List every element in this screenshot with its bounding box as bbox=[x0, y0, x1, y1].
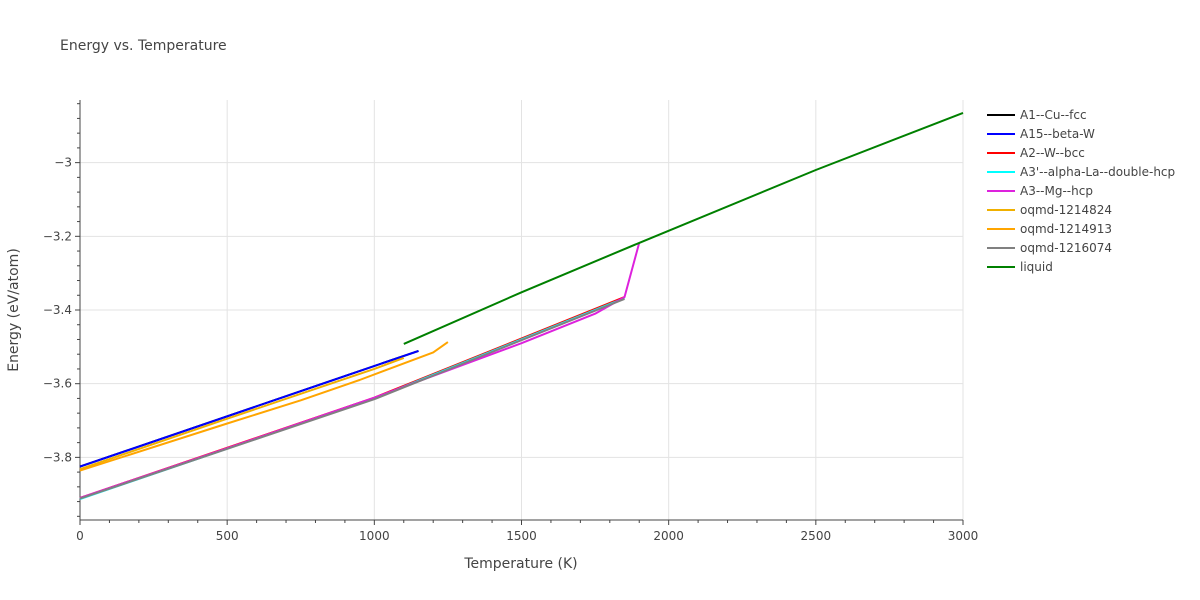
legend-label: A15--beta-W bbox=[1020, 127, 1095, 141]
grid-lines bbox=[80, 100, 964, 520]
legend-item[interactable]: oqmd-1214913 bbox=[987, 222, 1112, 236]
x-tick-labels: 0 500 1000 1500 2000 2500 3000 bbox=[76, 529, 978, 543]
axes bbox=[75, 100, 964, 525]
legend-label: oqmd-1214913 bbox=[1020, 222, 1112, 236]
x-tick-label: 1000 bbox=[359, 529, 390, 543]
y-tick-label: −3.4 bbox=[43, 303, 72, 317]
y-tick-label: −3 bbox=[54, 156, 72, 170]
legend-item[interactable]: A1--Cu--fcc bbox=[987, 108, 1087, 122]
y-tick-label: −3.2 bbox=[43, 229, 72, 243]
series-line-a3-alpha-la-double-hcp bbox=[79, 297, 625, 500]
legend-label: A3'--alpha-La--double-hcp bbox=[1020, 165, 1175, 179]
legend-item[interactable]: oqmd-1216074 bbox=[987, 241, 1112, 255]
legend-item[interactable]: A15--beta-W bbox=[987, 127, 1095, 141]
legend-item[interactable]: A2--W--bcc bbox=[987, 146, 1085, 160]
series-line-oqmd-1214824 bbox=[79, 356, 405, 471]
x-tick-label: 3000 bbox=[948, 529, 979, 543]
series-line-liquid bbox=[403, 111, 964, 345]
x-tick-label: 1500 bbox=[506, 529, 537, 543]
series-line-a15-beta-w bbox=[79, 349, 419, 468]
x-axis-title: Temperature (K) bbox=[463, 556, 577, 572]
y-tick-label: −3.6 bbox=[43, 377, 72, 391]
chart-title: Energy vs. Temperature bbox=[60, 38, 227, 54]
y-tick-labels: −3.8 −3.6 −3.4 −3.2 −3 bbox=[43, 156, 72, 465]
y-tick-label: −3.8 bbox=[43, 450, 72, 464]
legend-item[interactable]: oqmd-1214824 bbox=[987, 203, 1112, 217]
plot-lines bbox=[79, 111, 964, 500]
legend-item[interactable]: A3'--alpha-La--double-hcp bbox=[987, 165, 1175, 179]
series-line-oqmd-1216074 bbox=[79, 297, 625, 500]
legend-label: A1--Cu--fcc bbox=[1020, 108, 1087, 122]
y-axis-title: Energy (eV/atom) bbox=[6, 248, 22, 372]
legend-label: liquid bbox=[1020, 260, 1053, 274]
series-line-a2-w-bcc bbox=[79, 296, 625, 499]
x-tick-label: 0 bbox=[76, 529, 84, 543]
legend: A1--Cu--fcc A15--beta-W A2--W--bcc A3'--alp… bbox=[987, 108, 1175, 274]
x-tick-label: 500 bbox=[216, 529, 239, 543]
legend-label: A3--Mg--hcp bbox=[1020, 184, 1093, 198]
x-tick-label: 2500 bbox=[801, 529, 832, 543]
legend-item[interactable]: liquid bbox=[987, 260, 1053, 274]
series-line-oqmd-1214913 bbox=[79, 341, 449, 472]
legend-item[interactable]: A3--Mg--hcp bbox=[987, 184, 1093, 198]
legend-label: A2--W--bcc bbox=[1020, 146, 1085, 160]
x-tick-label: 2000 bbox=[653, 529, 684, 543]
legend-label: oqmd-1216074 bbox=[1020, 241, 1112, 255]
legend-label: oqmd-1214824 bbox=[1020, 203, 1112, 217]
